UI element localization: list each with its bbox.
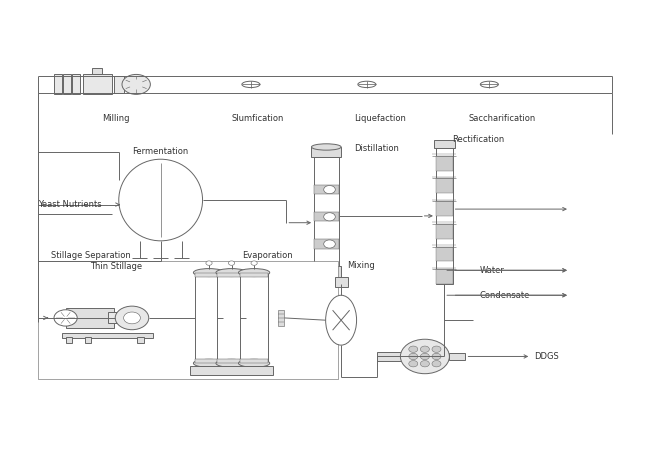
Ellipse shape — [216, 359, 247, 367]
Text: Fermentation: Fermentation — [133, 146, 188, 156]
Bar — [85, 337, 92, 342]
Bar — [314, 240, 339, 248]
Text: Condensate: Condensate — [480, 291, 530, 300]
Text: Liquefaction: Liquefaction — [354, 114, 406, 123]
Text: Thin Stillage: Thin Stillage — [90, 262, 142, 271]
Bar — [311, 147, 341, 157]
Circle shape — [409, 353, 418, 360]
Circle shape — [432, 353, 441, 360]
Bar — [72, 74, 80, 95]
Bar — [114, 76, 124, 93]
Text: Evaporation: Evaporation — [242, 251, 292, 260]
Ellipse shape — [216, 269, 247, 277]
Text: Stillage Separation: Stillage Separation — [51, 252, 131, 260]
Text: Yeast Nutrients: Yeast Nutrients — [38, 200, 102, 209]
Bar — [434, 140, 454, 148]
Bar — [436, 148, 452, 284]
Bar — [335, 277, 348, 287]
Bar — [137, 337, 144, 342]
Circle shape — [409, 346, 418, 353]
Text: Milling: Milling — [102, 114, 129, 123]
Bar — [217, 359, 246, 363]
Bar — [278, 310, 285, 326]
Bar — [240, 273, 268, 277]
Bar — [217, 273, 246, 277]
Bar — [190, 366, 274, 375]
Ellipse shape — [311, 144, 341, 150]
Circle shape — [122, 74, 150, 95]
Circle shape — [400, 339, 449, 374]
Text: Rectification: Rectification — [452, 135, 505, 144]
Bar — [436, 246, 452, 261]
Bar — [66, 337, 72, 342]
Ellipse shape — [242, 81, 260, 88]
Circle shape — [421, 346, 430, 353]
Circle shape — [409, 361, 418, 367]
Bar — [83, 74, 112, 95]
Bar — [66, 308, 114, 328]
Ellipse shape — [239, 269, 270, 277]
Bar — [195, 359, 223, 363]
Bar — [436, 269, 452, 284]
Circle shape — [432, 346, 441, 353]
Ellipse shape — [119, 159, 203, 241]
Ellipse shape — [358, 81, 376, 88]
Bar — [436, 201, 452, 216]
Text: DDGS: DDGS — [534, 352, 559, 361]
Circle shape — [421, 353, 430, 360]
Text: Slumfication: Slumfication — [231, 114, 283, 123]
Bar — [314, 157, 339, 266]
Bar — [107, 313, 119, 323]
Ellipse shape — [194, 269, 225, 277]
Bar — [62, 333, 153, 338]
Bar — [314, 185, 339, 194]
Circle shape — [324, 213, 335, 221]
Circle shape — [124, 312, 140, 324]
Bar — [314, 212, 339, 221]
Circle shape — [206, 261, 212, 265]
Text: Mixing: Mixing — [348, 261, 375, 270]
Bar — [449, 353, 465, 360]
Bar — [195, 273, 223, 277]
Bar — [217, 273, 246, 363]
Bar — [436, 179, 452, 193]
Circle shape — [115, 306, 149, 330]
Bar — [92, 68, 102, 74]
Bar — [38, 261, 338, 379]
Bar — [311, 266, 341, 279]
Bar — [436, 224, 452, 239]
Bar — [436, 156, 452, 171]
Circle shape — [324, 185, 335, 194]
Circle shape — [228, 261, 235, 265]
Circle shape — [251, 261, 257, 265]
Ellipse shape — [239, 359, 270, 367]
Bar — [240, 273, 268, 363]
Bar — [55, 74, 62, 95]
Circle shape — [54, 310, 77, 326]
Ellipse shape — [194, 359, 225, 367]
Circle shape — [432, 361, 441, 367]
Text: Distillation: Distillation — [354, 144, 399, 153]
Text: Saccharification: Saccharification — [469, 114, 536, 123]
Ellipse shape — [480, 81, 499, 88]
Bar — [195, 273, 223, 363]
Bar — [63, 74, 71, 95]
Circle shape — [421, 361, 430, 367]
Text: Water: Water — [480, 266, 504, 275]
Bar — [376, 352, 406, 361]
Circle shape — [324, 240, 335, 248]
Ellipse shape — [326, 295, 357, 345]
Bar — [240, 359, 268, 363]
